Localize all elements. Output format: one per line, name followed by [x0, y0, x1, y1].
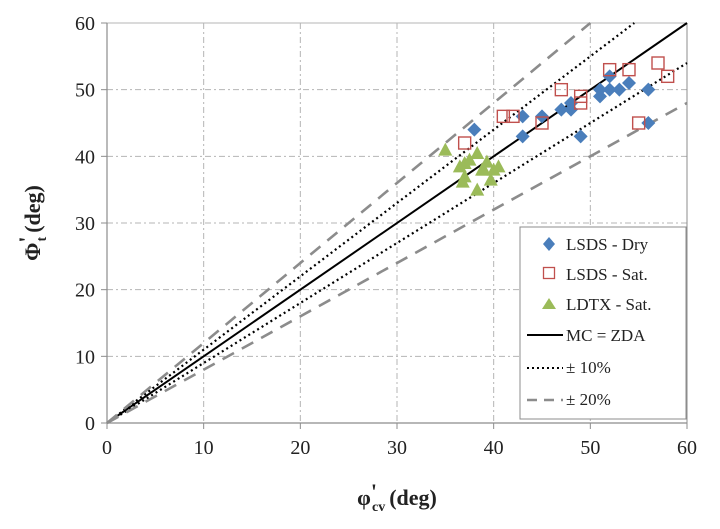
- legend-label: LSDS - Dry: [566, 235, 649, 254]
- x-tick-label: 60: [677, 437, 697, 459]
- point-lsds-sat: [573, 89, 588, 104]
- legend-item-20pct: ± 20%: [527, 390, 611, 409]
- point-lsds-dry: [467, 122, 482, 137]
- x-tick-label: 20: [290, 437, 310, 459]
- point-lsds-sat: [622, 62, 636, 77]
- x-axis-prime: ': [371, 479, 377, 504]
- triangle-marker-icon: [542, 298, 556, 309]
- point-lsds-dry: [641, 116, 656, 130]
- point-ldtx-sat: [462, 152, 477, 166]
- y-tick-label: 10: [75, 346, 95, 368]
- square-marker-icon: [542, 266, 556, 280]
- point-lsds-dry: [554, 102, 569, 117]
- legend-label: LSDS - Sat.: [566, 265, 648, 284]
- y-tick-label: 60: [75, 13, 95, 35]
- x-tick-label: 50: [580, 437, 600, 459]
- y-axis-title: Φ't (deg): [14, 185, 50, 261]
- x-axis-symbol: φ: [357, 485, 371, 510]
- y-axis-prime: ': [14, 236, 39, 242]
- point-lsds-sat: [602, 62, 617, 77]
- point-lsds-dry: [641, 82, 656, 97]
- y-tick-label: 20: [75, 280, 95, 302]
- legend-label: LDTX - Sat.: [566, 295, 651, 314]
- reference-line-dashed: [106, 21, 592, 425]
- x-tick-labels: 0 10 20 30 40 50 60: [102, 437, 697, 459]
- x-tick-label: 40: [484, 437, 504, 459]
- reference-line-dashed: [106, 101, 688, 425]
- point-lsds-sat: [631, 116, 646, 130]
- point-lsds-sat: [660, 69, 675, 84]
- point-lsds-dry: [602, 82, 617, 97]
- y-axis-unit: (deg): [20, 185, 45, 233]
- legend-item-mc-zda: MC = ZDA: [527, 326, 646, 345]
- x-tick-label: 10: [194, 437, 214, 459]
- legend-box: [519, 226, 687, 420]
- y-tick-label: 0: [85, 413, 95, 435]
- diamond-marker-icon: [543, 237, 555, 251]
- legend-item-10pct: ± 10%: [527, 358, 611, 377]
- point-ldtx-sat: [455, 174, 470, 188]
- axes: [101, 22, 688, 429]
- point-lsds-sat: [651, 56, 665, 70]
- y-tick-label: 30: [75, 213, 95, 235]
- point-ldtx-sat: [491, 159, 506, 173]
- point-ldtx-sat: [479, 154, 494, 168]
- x-tick-label: 0: [102, 437, 112, 459]
- y-tick-label: 40: [75, 146, 95, 168]
- x-tick-label: 30: [387, 437, 407, 459]
- x-axis-subscript: cv: [372, 500, 385, 515]
- y-tick-labels: 0 10 20 30 40 50 60: [75, 13, 95, 435]
- point-lsds-dry: [593, 82, 607, 97]
- reference-line-solid: [106, 22, 688, 424]
- reference-lines: [106, 21, 688, 425]
- y-axis-subscript: t: [35, 236, 50, 241]
- point-ldtx-sat: [470, 146, 485, 159]
- point-lsds-dry: [573, 129, 588, 144]
- point-lsds-sat: [506, 109, 520, 124]
- x-axis-unit: (deg): [389, 485, 437, 510]
- legend: LSDS - Dry LSDS - Sat. LDTX - Sat. MC = …: [519, 226, 687, 420]
- legend-label: ± 20%: [566, 390, 611, 409]
- point-ldtx-sat: [475, 162, 490, 176]
- reference-line-dotted: [106, 22, 635, 424]
- point-lsds-sat: [535, 116, 549, 130]
- point-lsds-dry: [622, 76, 636, 90]
- legend-item-lsds-sat: LSDS - Sat.: [542, 265, 648, 284]
- y-tick-label: 50: [75, 80, 95, 102]
- point-lsds-sat: [457, 136, 472, 150]
- point-lsds-sat: [496, 109, 511, 124]
- point-ldtx-sat: [438, 142, 453, 156]
- legend-item-ldtx-sat: LDTX - Sat.: [542, 295, 651, 314]
- y-axis-symbol: Φ: [20, 243, 45, 261]
- x-axis-title: φ' cv (deg): [357, 479, 437, 515]
- legend-label: MC = ZDA: [566, 326, 646, 345]
- legend-item-lsds-dry: LSDS - Dry: [543, 235, 649, 254]
- point-lsds-sat: [554, 82, 569, 97]
- point-lsds-dry: [515, 129, 530, 144]
- point-ldtx-sat: [483, 172, 498, 186]
- data-points: [438, 56, 675, 196]
- legend-label: ± 10%: [566, 358, 611, 377]
- point-ldtx-sat: [470, 182, 485, 196]
- point-lsds-dry: [612, 82, 627, 97]
